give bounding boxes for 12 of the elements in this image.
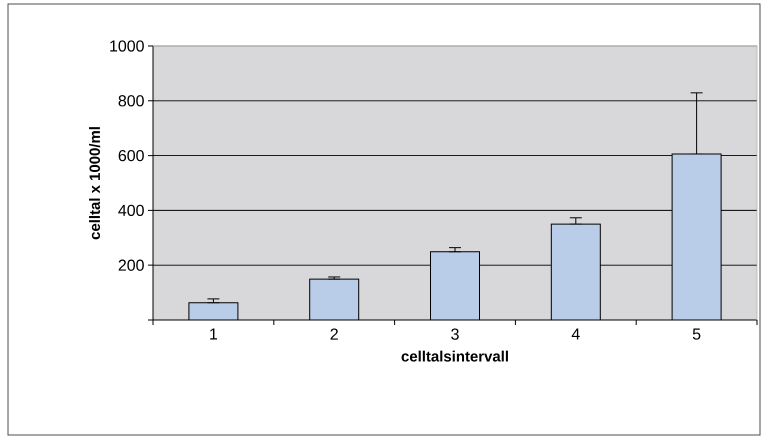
x-tick-label: 5 bbox=[692, 328, 700, 340]
y-axis-title: celltal x 1000/ml bbox=[89, 127, 100, 240]
x-tick-label: 3 bbox=[451, 328, 459, 340]
y-tick-label: 200 bbox=[118, 260, 144, 271]
x-tick-label: 4 bbox=[572, 328, 580, 340]
y-tick-label: 800 bbox=[118, 95, 144, 106]
x-axis-title: celltalsintervall bbox=[402, 350, 508, 362]
x-tick-label: 2 bbox=[330, 328, 338, 340]
y-tick-label: 1000 bbox=[110, 40, 144, 52]
y-tick-label: 600 bbox=[118, 150, 144, 162]
x-tick-label: 1 bbox=[210, 328, 218, 340]
y-tick-label: 400 bbox=[118, 204, 144, 216]
